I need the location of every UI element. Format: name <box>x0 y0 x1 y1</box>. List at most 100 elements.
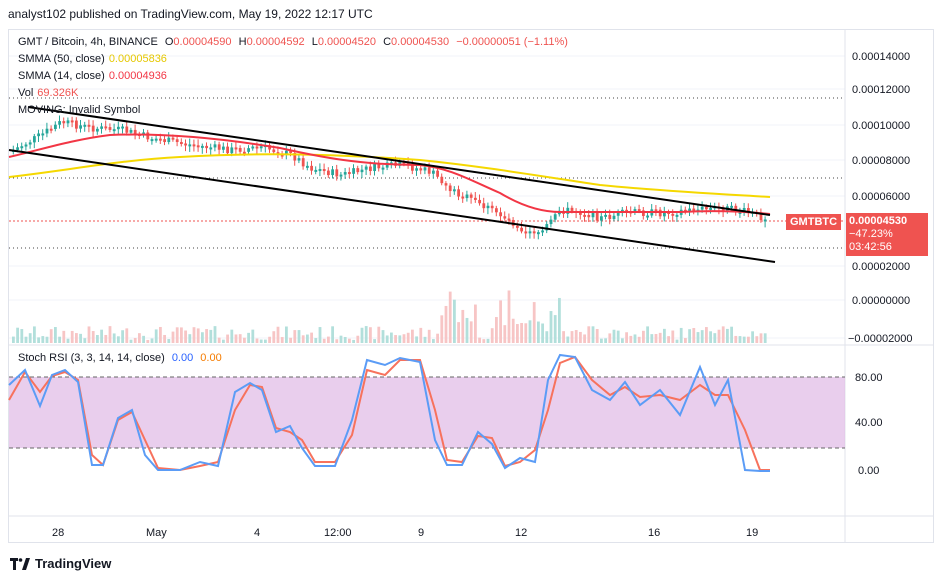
volume-bar <box>348 338 351 343</box>
legend-smma50[interactable]: SMMA (50, close) 0.00005836 <box>18 53 167 65</box>
candle-body <box>654 209 658 212</box>
candle-body <box>566 207 570 214</box>
volume-bar <box>419 327 423 343</box>
candle-body <box>427 167 431 174</box>
volume-bar <box>658 332 662 343</box>
candle-body <box>62 121 66 124</box>
volume-bar <box>700 330 704 343</box>
candle-body <box>478 199 481 204</box>
volume-bar <box>654 333 658 343</box>
candle-body <box>621 209 624 212</box>
tradingview-logo-icon <box>10 557 30 570</box>
volume-bar <box>411 329 414 343</box>
volume-bar <box>532 302 536 343</box>
candle-body <box>532 231 536 234</box>
candle-body <box>537 232 540 235</box>
candle-body <box>583 214 586 217</box>
candle-body <box>20 146 24 149</box>
candle-body <box>705 206 708 210</box>
volume-bar <box>222 339 225 343</box>
volume-bar <box>226 334 229 343</box>
low-value: 0.00004520 <box>317 36 376 48</box>
time-tick: 12 <box>515 527 527 539</box>
candle-body <box>37 133 40 137</box>
volume-bar <box>70 330 74 343</box>
open-value: 0.00004590 <box>173 36 232 48</box>
candle-body <box>104 126 108 129</box>
volume-bar <box>595 328 599 343</box>
price-tick: 0.00000000 <box>852 295 910 307</box>
volume-bar <box>301 335 305 343</box>
legend-moving[interactable]: MOVING: Invalid Symbol <box>18 104 141 116</box>
volume-bar <box>726 328 729 343</box>
candle-body <box>411 165 414 171</box>
volume-bar <box>37 337 40 343</box>
volume-bar <box>621 338 624 343</box>
candle-body <box>528 231 532 234</box>
candle-body <box>402 161 406 164</box>
candle-body <box>180 142 183 145</box>
candle-body <box>709 207 712 210</box>
volume-bar <box>675 339 679 343</box>
volume-bar <box>201 332 204 343</box>
candle-body <box>356 168 360 173</box>
volume-bar <box>503 325 507 343</box>
volume-bar <box>507 290 511 343</box>
volume-bar <box>121 330 124 343</box>
volume-bar <box>495 317 498 343</box>
candle-body <box>54 124 57 130</box>
volume-bar <box>734 335 738 343</box>
volume-bar <box>553 315 557 343</box>
volume-bar <box>394 335 397 343</box>
candle-body <box>184 143 187 146</box>
legend-smma14[interactable]: SMMA (14, close) 0.00004936 <box>18 70 167 82</box>
volume-bar <box>87 326 91 343</box>
volume-bar <box>205 329 208 343</box>
tradingview-footer[interactable]: TradingView <box>10 556 111 571</box>
change-value: −0.00000051 (−1.11%) <box>456 36 568 48</box>
chart-frame <box>8 29 934 543</box>
candle-body <box>507 218 511 221</box>
volume-bar <box>390 332 393 343</box>
candle-body <box>306 165 309 168</box>
candle-body <box>91 125 95 132</box>
candle-body <box>125 126 129 133</box>
candle-body <box>457 189 460 197</box>
candle-body <box>432 170 435 174</box>
volume-bar <box>129 339 133 343</box>
price-tick: 0.00008000 <box>852 155 910 167</box>
volume-bar <box>356 335 360 343</box>
volume-bar <box>83 338 87 343</box>
candle-body <box>600 216 603 221</box>
candle-body <box>377 163 381 169</box>
candle-body <box>579 212 582 215</box>
legend-volume[interactable]: Vol 69.326K <box>18 87 79 99</box>
volume-bar <box>138 333 141 343</box>
candle-body <box>545 224 549 231</box>
volume-bar <box>318 327 322 343</box>
candle-body <box>297 158 301 161</box>
channel-upper-line <box>27 106 771 216</box>
candle-body <box>348 172 351 175</box>
volume-bar <box>759 333 763 343</box>
candle-body <box>474 197 477 200</box>
smma50-line <box>8 153 771 198</box>
symbol-title[interactable]: GMT / Bitcoin, 4h, BINANCE <box>18 36 158 48</box>
candle-body <box>301 158 305 167</box>
volume-bar <box>444 305 448 343</box>
legend-stoch[interactable]: Stoch RSI (3, 3, 14, 14, close) 0.00 0.0… <box>18 352 222 364</box>
volume-bar <box>423 336 427 343</box>
smma14-line <box>8 133 771 215</box>
volume-bar <box>306 334 309 343</box>
time-tick: 4 <box>254 527 260 539</box>
price-tick: −0.00002000 <box>848 333 913 345</box>
candle-body <box>486 205 490 209</box>
channel-lower-line <box>8 149 776 263</box>
candle-body <box>339 174 343 177</box>
candle-body <box>423 167 427 171</box>
volume-bar <box>108 326 112 343</box>
candle-body <box>234 147 238 150</box>
volume-bar <box>272 331 276 343</box>
volume-bar <box>369 327 372 343</box>
